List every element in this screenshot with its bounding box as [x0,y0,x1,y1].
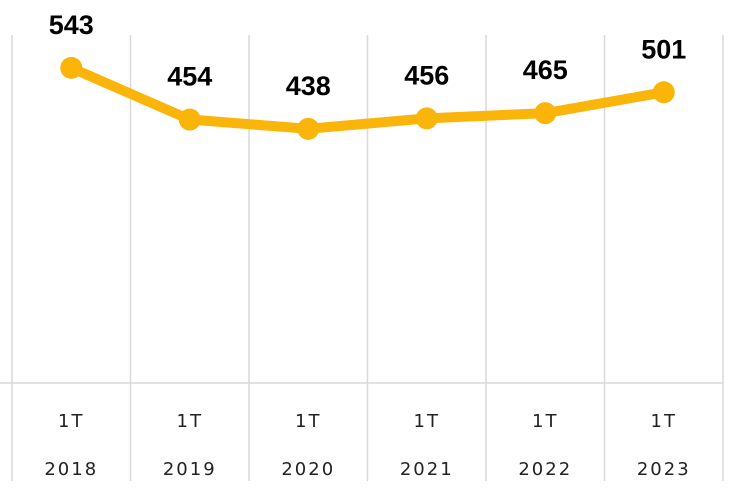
marker [652,81,675,104]
data-label: 454 [167,62,212,92]
x-tick-label: 1T 2020 [281,411,336,480]
x-tick-label: 1T 2018 [44,411,99,480]
x-tick-label: 1T 2022 [518,411,573,480]
data-label: 543 [49,10,94,40]
marker [60,56,83,79]
marker [297,117,320,140]
marker [534,102,557,125]
chart: 543 454 438 456 465 501 [0,10,724,481]
marker [415,107,438,130]
line [69,63,665,134]
marker [178,108,201,131]
x-tick-label: 1T 2019 [162,411,217,480]
data-label: 465 [523,55,568,85]
x-tick-label: 1T 2021 [399,411,454,480]
data-label: 501 [641,34,686,64]
data-label: 456 [404,60,449,90]
x-tick-label: 1T 2023 [636,411,691,480]
data-label: 438 [286,71,331,101]
